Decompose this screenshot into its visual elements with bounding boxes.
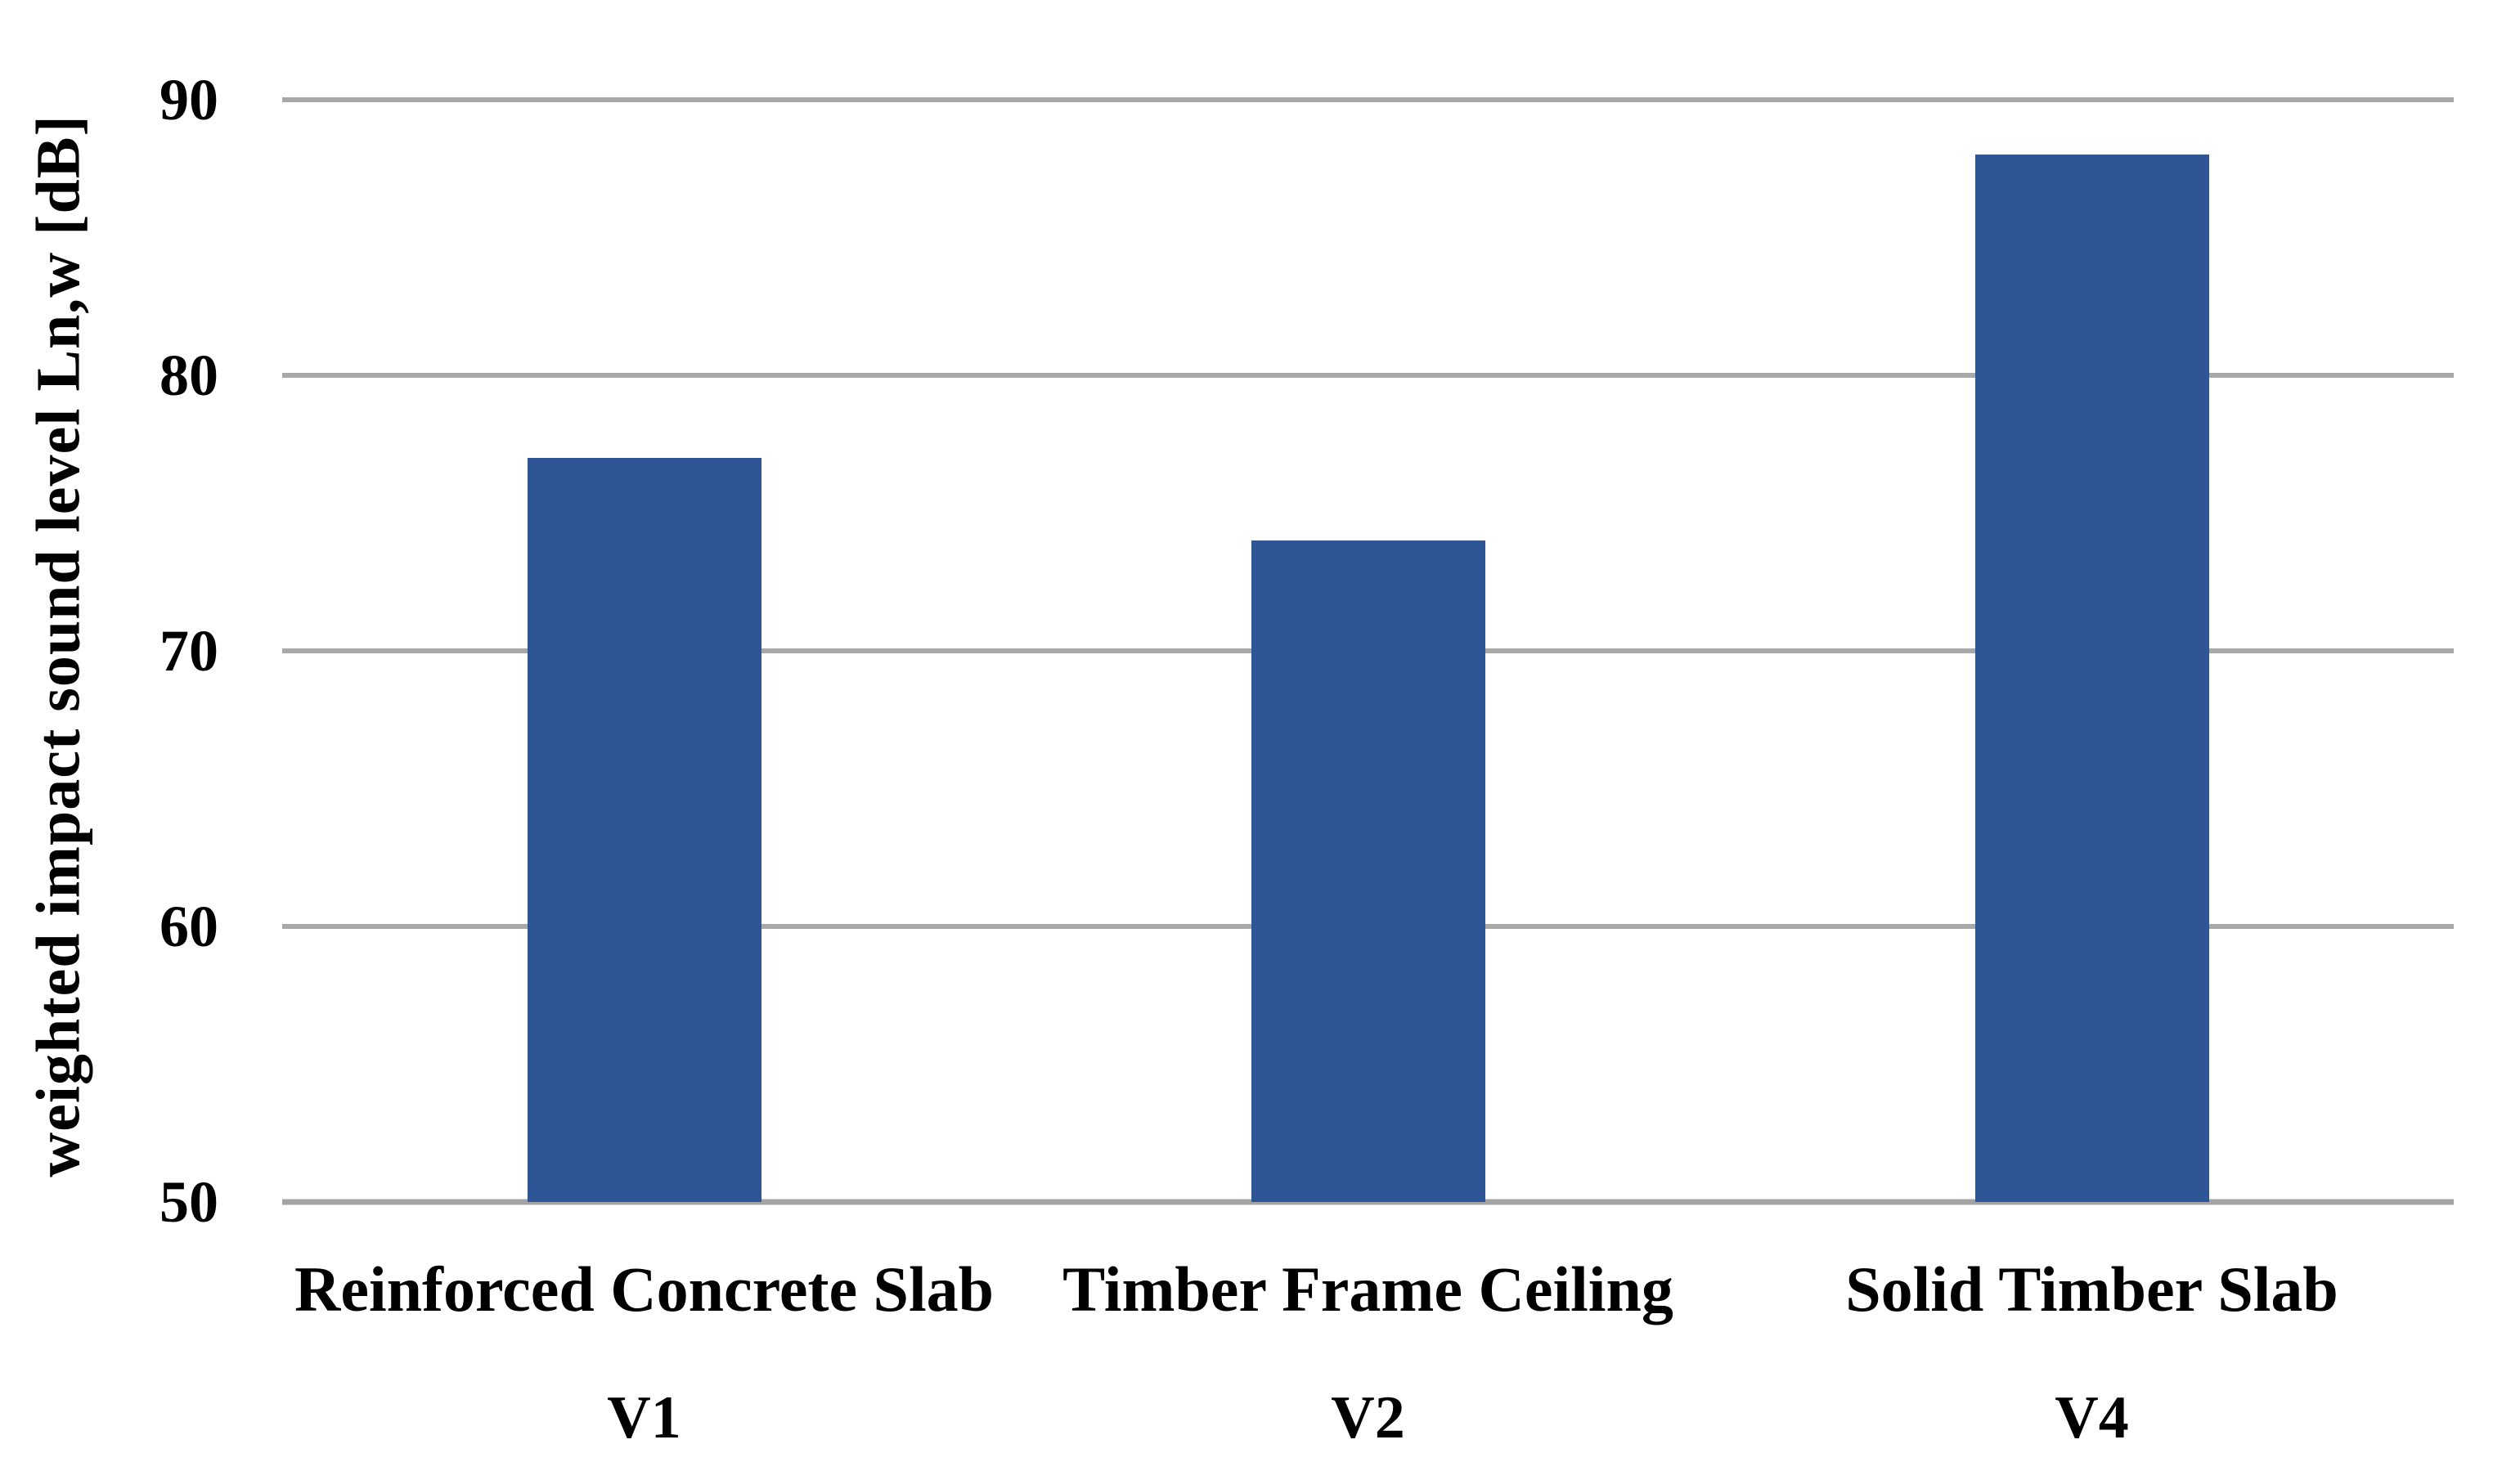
x-axis-line bbox=[282, 1199, 2454, 1205]
gridline bbox=[282, 373, 2454, 378]
bars-layer bbox=[282, 100, 2454, 1202]
bar-timber-frame-ceiling bbox=[1251, 540, 1485, 1202]
plot-area bbox=[282, 97, 2454, 1205]
x-variant-label-v1: V1 bbox=[607, 1384, 681, 1451]
y-tick-label-90: 90 bbox=[159, 67, 218, 132]
x-category-label-v4: Solid Timber Slab bbox=[1845, 1253, 2338, 1325]
y-tick-label-80: 80 bbox=[159, 343, 218, 408]
bar-slot-v2 bbox=[1006, 100, 1730, 1202]
x-axis-variant-labels: V1 V2 V4 bbox=[282, 1384, 2454, 1453]
x-axis-category-labels: Reinforced Concrete Slab Timber Frame Ce… bbox=[282, 1253, 2454, 1326]
bar-slot-v1 bbox=[282, 100, 1006, 1202]
x-variant-label-v4: V4 bbox=[2055, 1384, 2129, 1451]
bar-slot-v4 bbox=[1730, 100, 2454, 1202]
bar-reinforced-concrete-slab bbox=[527, 458, 761, 1202]
x-category-label-v1: Reinforced Concrete Slab bbox=[294, 1253, 994, 1325]
y-tick-label-60: 60 bbox=[159, 894, 218, 959]
y-tick-label-70: 70 bbox=[159, 618, 218, 684]
gridline bbox=[282, 97, 2454, 102]
bar-solid-timber-slab bbox=[1974, 155, 2209, 1202]
x-category-label-v2: Timber Frame Ceiling bbox=[1062, 1253, 1673, 1325]
y-axis-tick-labels: 50 60 70 80 90 bbox=[0, 70, 218, 1231]
y-tick-label-50: 50 bbox=[159, 1169, 218, 1235]
x-variant-label-v2: V2 bbox=[1331, 1384, 1405, 1451]
